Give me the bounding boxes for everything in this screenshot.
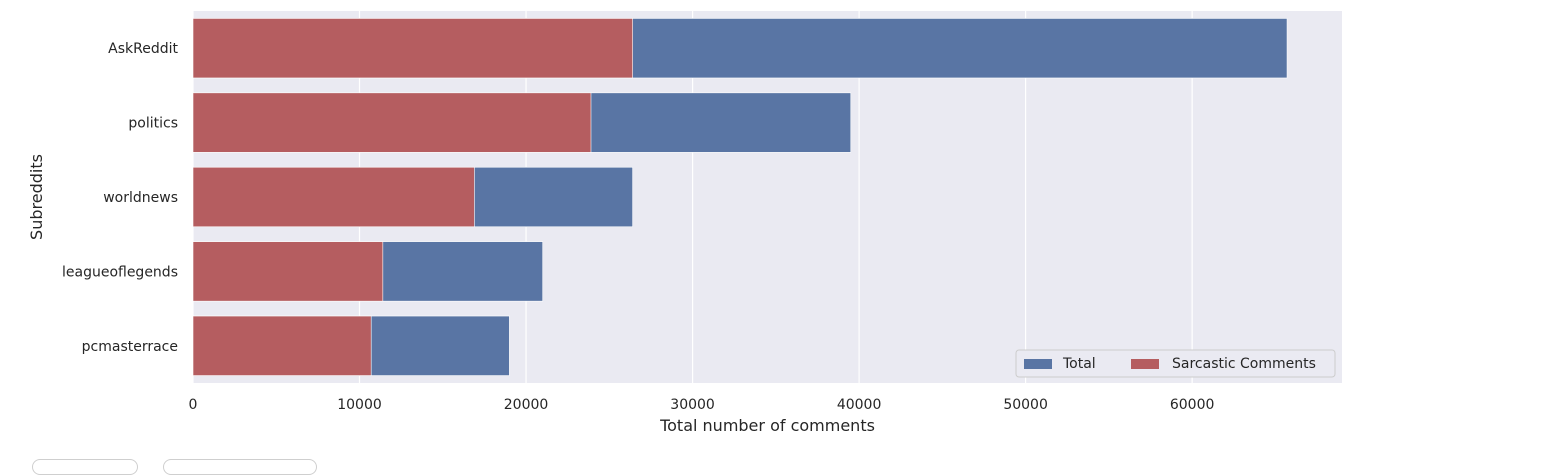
widget-button-stub-2[interactable] [163,459,317,475]
bar-sarcastic-comments-leagueoflegends [192,241,384,302]
y-tick-label: pcmasterrace [82,339,178,355]
y-axis-label: Subreddits [27,154,46,240]
x-axis-label: Total number of comments [659,416,875,435]
legend-label-sarcastic-comments: Sarcastic Comments [1172,356,1316,372]
x-tick-label: 50000 [1003,397,1048,413]
x-tick-label: 60000 [1170,397,1215,413]
legend-swatch-total [1024,359,1052,369]
bar-sarcastic-comments-askreddit [192,18,633,79]
x-tick-label: 30000 [670,397,715,413]
bar-sarcastic-comments-politics [192,92,592,153]
legend-swatch-sarcastic-comments [1131,359,1159,369]
bar-sarcastic-comments-pcmasterrace [192,315,372,376]
y-tick-label: AskReddit [108,41,178,57]
x-tick-label: 10000 [337,397,382,413]
x-tick-label: 20000 [504,397,549,413]
x-tick-label: 40000 [837,397,882,413]
bar-sarcastic-comments-worldnews [192,166,475,228]
x-tick-label: 0 [189,397,198,413]
y-tick-label: politics [128,116,178,132]
legend-box [1015,349,1336,378]
bars [192,18,1288,376]
legend-label-total: Total [1062,356,1096,372]
bar-chart: AskReddit politics worldnews leagueoflegend… [27,11,1342,435]
y-tick-labels: AskReddit politics worldnews leagueoflegend… [62,41,179,355]
legend: Total Sarcastic Comments [1015,349,1336,378]
y-tick-label: leagueoflegends [62,264,178,280]
x-tick-labels: 0 10000 20000 30000 40000 50000 60000 [189,397,1215,413]
y-tick-label: worldnews [103,190,178,206]
widget-button-stub-1[interactable] [32,459,138,475]
